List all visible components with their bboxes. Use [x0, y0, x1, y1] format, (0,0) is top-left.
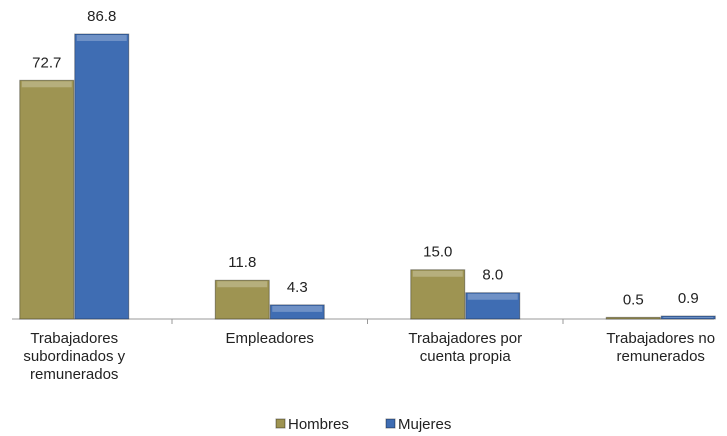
bar-highlight — [76, 35, 127, 42]
data-label: 0.5 — [623, 291, 644, 308]
bar — [214, 279, 270, 320]
bar-highlight — [467, 293, 518, 300]
data-label: 72.7 — [32, 54, 61, 71]
bar — [605, 316, 661, 320]
data-label: 4.3 — [287, 279, 308, 296]
x-tick-label: Trabajadores por cuenta propia — [408, 330, 523, 365]
data-label: 8.0 — [482, 267, 503, 284]
legend-swatch — [385, 418, 396, 429]
data-label: 86.8 — [87, 8, 116, 25]
bar-highlight — [217, 281, 268, 288]
legend-swatch — [275, 418, 286, 429]
data-label: 0.9 — [678, 290, 699, 307]
bar — [269, 304, 325, 320]
bar-highlight — [412, 270, 463, 277]
x-tick-label: Trabajadores subordinados y remunerados — [23, 330, 126, 383]
legend-label: Mujeres — [398, 416, 451, 433]
bar-highlight — [21, 81, 72, 88]
data-label: 15.0 — [423, 244, 452, 261]
legend-label: Hombres — [288, 416, 349, 433]
bar-highlight — [272, 305, 323, 312]
bar — [410, 269, 466, 320]
bar — [465, 292, 521, 320]
x-tick-label: Trabajadores no remunerados — [606, 330, 716, 365]
bar — [74, 33, 130, 320]
bar-highlight — [663, 317, 714, 318]
bar — [19, 79, 75, 320]
bar — [660, 315, 716, 320]
x-tick-label: Empleadores — [225, 330, 314, 347]
data-label: 11.8 — [228, 254, 256, 271]
